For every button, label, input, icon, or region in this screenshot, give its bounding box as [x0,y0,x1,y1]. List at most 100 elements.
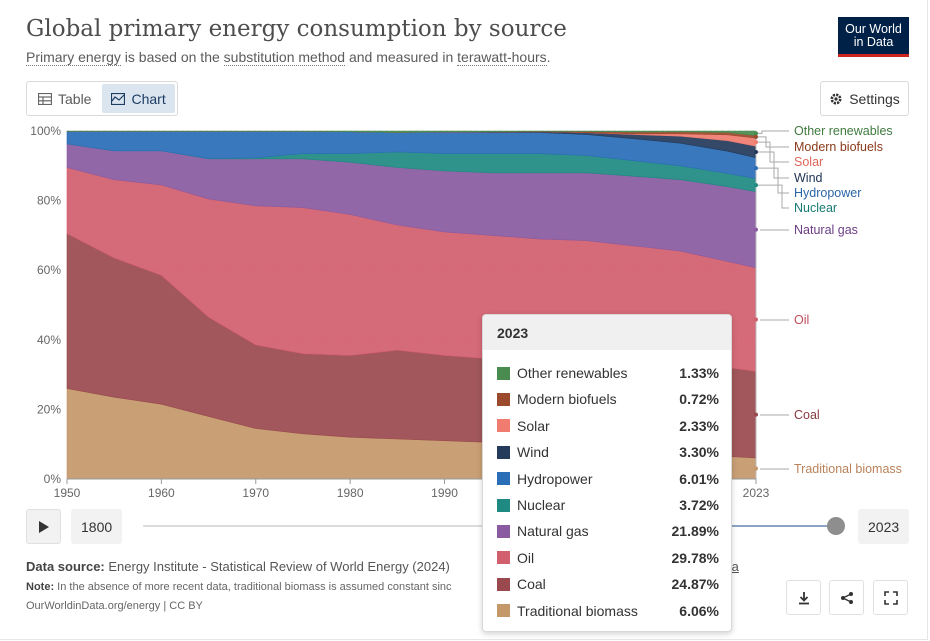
play-icon [38,520,49,533]
legend-label-wind[interactable]: Wind [794,171,823,185]
y-tick-label: 0% [44,472,62,486]
tooltip-swatch [497,524,510,538]
learn-more-data-link[interactable]: ta [728,559,739,574]
end-marker [754,149,758,154]
settings-label: Settings [849,90,900,107]
timeline-start-year[interactable]: 1800 [71,509,123,544]
y-tick-label: 60% [37,263,61,277]
stacked-area-chart: 0% 20% 40% 60% 80% 100% 1950 1960 1970 1980 1990 20… [30,124,902,500]
share-icon [840,591,853,604]
tab-table[interactable]: Table [29,84,100,113]
label-connector [758,151,789,179]
tooltip-swatch [497,419,510,433]
y-tick-label: 80% [37,194,61,208]
x-tick-label: 2023 [743,486,770,500]
tooltip-series-value: 2.33% [679,417,719,434]
tooltip-series-name: Oil [517,549,535,566]
end-marker [754,134,758,139]
fullscreen-icon [883,590,898,605]
end-marker [754,317,758,322]
tooltip-row: Natural gas 21.89% [497,521,719,541]
chart-subtitle: Primary energy is based on the substitut… [26,49,551,66]
gear-icon [830,93,842,104]
tooltip-swatch [497,392,510,406]
end-marker [754,466,758,471]
substitution-method-link[interactable]: substitution method [223,49,346,66]
chart-credit: OurWorldinData.org/energy | CC BY [26,600,203,612]
tooltip-row: Wind 3.30% [497,442,719,462]
table-icon [38,92,52,105]
end-marker [754,412,758,417]
label-connector [758,167,789,194]
download-button[interactable] [786,580,821,615]
tooltip-series-name: Coal [517,576,546,593]
x-tick-label: 1960 [148,486,175,500]
tooltip-series-value: 0.72% [679,391,719,408]
tooltip-row: Hydropower 6.01% [497,469,719,489]
legend-label-natural-gas[interactable]: Natural gas [794,223,858,237]
timeline-selected-range [720,525,836,527]
play-button[interactable] [26,509,61,544]
tab-chart-label: Chart [131,90,166,107]
label-connector [758,184,789,209]
data-source: Data source: Energy Institute - Statisti… [26,559,450,574]
label-connector [758,130,789,134]
timeline-end-year[interactable]: 2023 [858,509,910,544]
tooltip-series-name: Traditional biomass [517,602,638,619]
legend-label-oil[interactable]: Oil [794,313,809,327]
end-marker [754,140,758,145]
legend-label-solar[interactable]: Solar [794,155,823,169]
tab-chart[interactable]: Chart [102,84,175,113]
legend-label-modern-biofuels[interactable]: Modern biofuels [794,140,883,154]
tooltip-series-value: 6.06% [679,602,719,619]
chart-note: Note: In the absence of more recent data… [26,581,452,593]
timeline-end-handle[interactable] [827,517,845,535]
tooltip-year: 2023 [483,315,731,350]
tooltip-series-value: 6.01% [679,470,719,487]
tooltip-series-value: 3.30% [679,444,719,461]
end-marker [754,131,758,136]
y-tick-label: 40% [37,333,61,347]
x-tick-label: 1980 [337,486,364,500]
tooltip-swatch [497,498,510,512]
owid-logo[interactable]: Our World in Data [838,17,909,57]
legend-label-hydropower[interactable]: Hydropower [794,186,861,200]
x-tick-label: 1990 [431,486,458,500]
chart-title: Global primary energy consumption by sou… [26,16,567,42]
end-marker [754,166,758,171]
x-tick-label: 1950 [54,486,81,500]
legend-label-nuclear[interactable]: Nuclear [794,201,837,215]
settings-button[interactable]: Settings [820,81,909,116]
chart-icon [111,92,126,105]
hover-tooltip: 2023 Other renewables 1.33% Modern biofuel… [482,314,732,632]
terawatt-hours-link[interactable]: terawatt-hours [457,49,547,66]
view-tabs: Table Chart [26,81,178,116]
download-icon [798,591,809,604]
tooltip-swatch [497,472,510,486]
legend-label-traditional-biomass[interactable]: Traditional biomass [794,462,902,476]
tooltip-series-name: Hydropower [517,470,593,487]
tooltip-swatch [497,366,510,380]
tooltip-series-name: Modern biofuels [517,391,617,408]
tooltip-series-name: Nuclear [517,497,566,513]
primary-energy-link[interactable]: Primary energy [26,49,121,66]
tooltip-series-value: 29.78% [671,549,719,566]
y-tick-label: 20% [37,402,61,416]
tooltip-series-name: Wind [517,444,549,461]
tooltip-swatch [497,577,510,591]
tooltip-swatch [497,604,510,618]
tooltip-series-name: Solar [517,417,550,434]
x-tick-label: 1970 [242,486,269,500]
tooltip-row: Solar 2.33% [497,416,719,436]
share-button[interactable] [829,580,864,615]
tooltip-row: Nuclear 3.72% [497,495,719,515]
fullscreen-button[interactable] [873,580,908,615]
legend-label-coal[interactable]: Coal [794,408,820,422]
tooltip-row: Traditional biomass 6.06% [497,601,719,621]
tooltip-row: Other renewables 1.33% [497,363,719,383]
tooltip-row: Coal 24.87% [497,574,719,594]
tooltip-swatch [497,551,510,565]
tooltip-row: Modern biofuels 0.72% [497,389,719,409]
legend-label-other-renewables[interactable]: Other renewables [794,124,893,138]
